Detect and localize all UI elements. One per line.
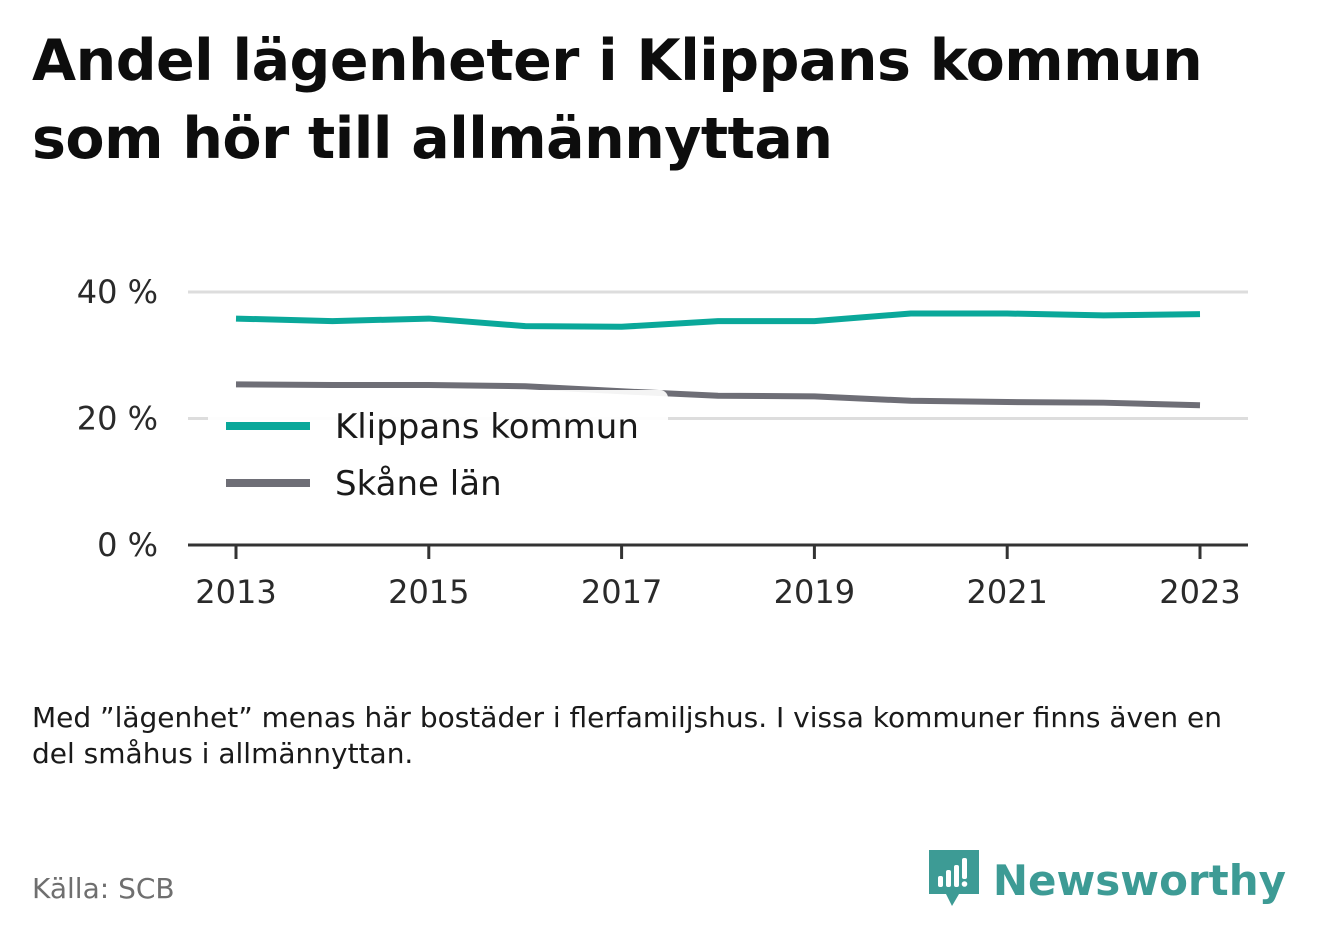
x-tick-label: 2021 xyxy=(966,573,1047,611)
x-tick-label: 2023 xyxy=(1159,573,1240,611)
x-tick-label: 2019 xyxy=(774,573,855,611)
chart-note: Med ”lägenhet” menas här bostäder i fler… xyxy=(32,701,1222,770)
legend-label: Skåne län xyxy=(335,464,502,504)
legend-label: Klippans kommun xyxy=(335,407,639,447)
newsworthy-logo-icon xyxy=(928,850,979,906)
brand: Newsworthy xyxy=(928,850,1286,910)
y-tick-label: 20 % xyxy=(77,400,158,438)
chart-title-line-2: som hör till allmännyttan xyxy=(32,106,833,172)
x-tick-label: 2013 xyxy=(195,573,276,611)
legend: Klippans kommun Skåne län xyxy=(208,390,668,520)
chart-title: Andel lägenheter i Klippans kommun som h… xyxy=(32,22,1292,178)
x-axis-ticks: 2013 2015 2017 2019 2021 2023 xyxy=(195,545,1241,611)
y-axis-ticks: 0 % 20 % 40 % xyxy=(77,273,158,564)
chart-title-line-1: Andel lägenheter i Klippans kommun xyxy=(32,28,1203,94)
series-lines xyxy=(235,310,1201,409)
line-chart: 0 % 20 % 40 % 2013 2015 2017 2019 2021 2023 Kli… xyxy=(77,273,1248,611)
x-tick-label: 2017 xyxy=(581,573,662,611)
x-tick-label: 2015 xyxy=(388,573,469,611)
y-tick-label: 40 % xyxy=(77,273,158,311)
series-line-skane xyxy=(235,381,1201,409)
brand-name: Newsworthy xyxy=(992,855,1286,905)
y-tick-label: 0 % xyxy=(97,526,158,564)
source-label: Källa: SCB xyxy=(32,872,175,905)
legend-background xyxy=(208,390,668,520)
series-line-klippan xyxy=(235,310,1201,330)
